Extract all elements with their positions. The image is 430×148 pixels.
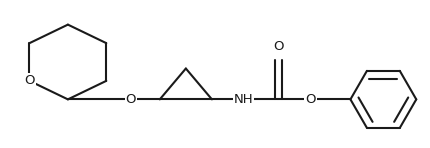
Text: NH: NH <box>233 93 253 106</box>
Text: O: O <box>126 93 136 106</box>
Text: O: O <box>273 40 284 53</box>
Text: O: O <box>24 74 35 87</box>
Text: O: O <box>305 93 316 106</box>
